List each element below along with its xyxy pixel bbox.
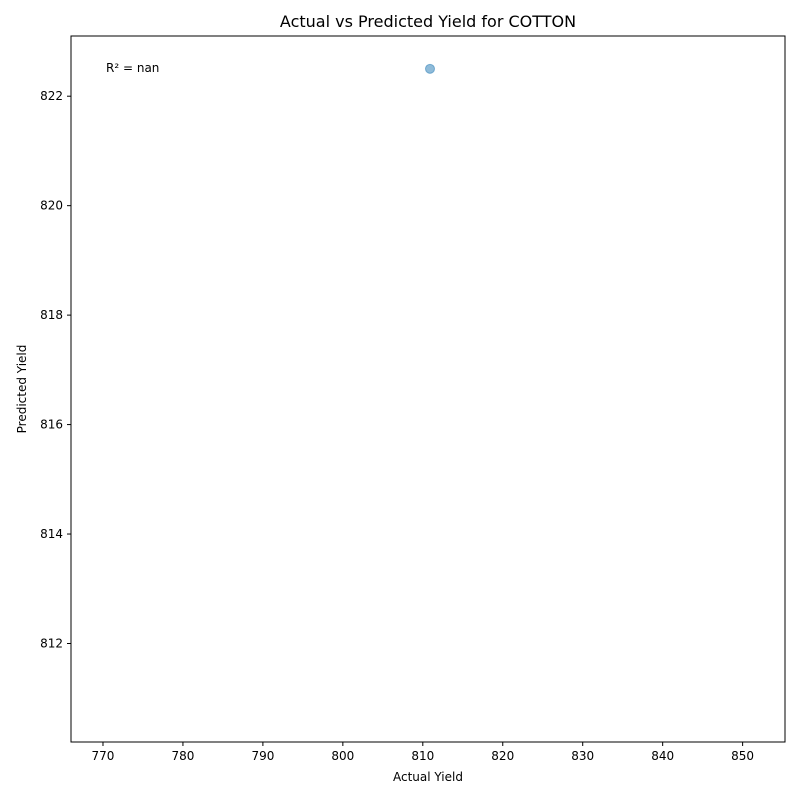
x-tick-label: 820 bbox=[491, 749, 514, 763]
y-tick-label: 818 bbox=[40, 308, 63, 322]
y-tick-label: 812 bbox=[40, 636, 63, 650]
x-tick-label: 770 bbox=[92, 749, 115, 763]
data-points bbox=[424, 63, 435, 74]
y-tick-label: 822 bbox=[40, 89, 63, 103]
x-tick-label: 810 bbox=[411, 749, 434, 763]
y-tick-label: 814 bbox=[40, 527, 63, 541]
x-tick-label: 790 bbox=[251, 749, 274, 763]
x-tick-label: 850 bbox=[731, 749, 754, 763]
plot-frame bbox=[70, 35, 786, 743]
y-tick-label: 816 bbox=[40, 418, 63, 432]
x-tick-label: 780 bbox=[171, 749, 194, 763]
chart-title: Actual vs Predicted Yield for COTTON bbox=[280, 12, 576, 31]
x-tick-label: 800 bbox=[331, 749, 354, 763]
r-squared-annotation: R² = nan bbox=[106, 61, 159, 75]
y-tick-label: 820 bbox=[40, 199, 63, 213]
axis-ticks: 770 780 790 800 810 820 830 840 850 812 814 816 818 8… bbox=[40, 89, 754, 763]
x-tick-label: 830 bbox=[571, 749, 594, 763]
y-axis-label: Predicted Yield bbox=[15, 345, 29, 434]
x-tick-label: 840 bbox=[651, 749, 674, 763]
x-axis-label: Actual Yield bbox=[393, 770, 463, 784]
data-point bbox=[424, 63, 435, 74]
